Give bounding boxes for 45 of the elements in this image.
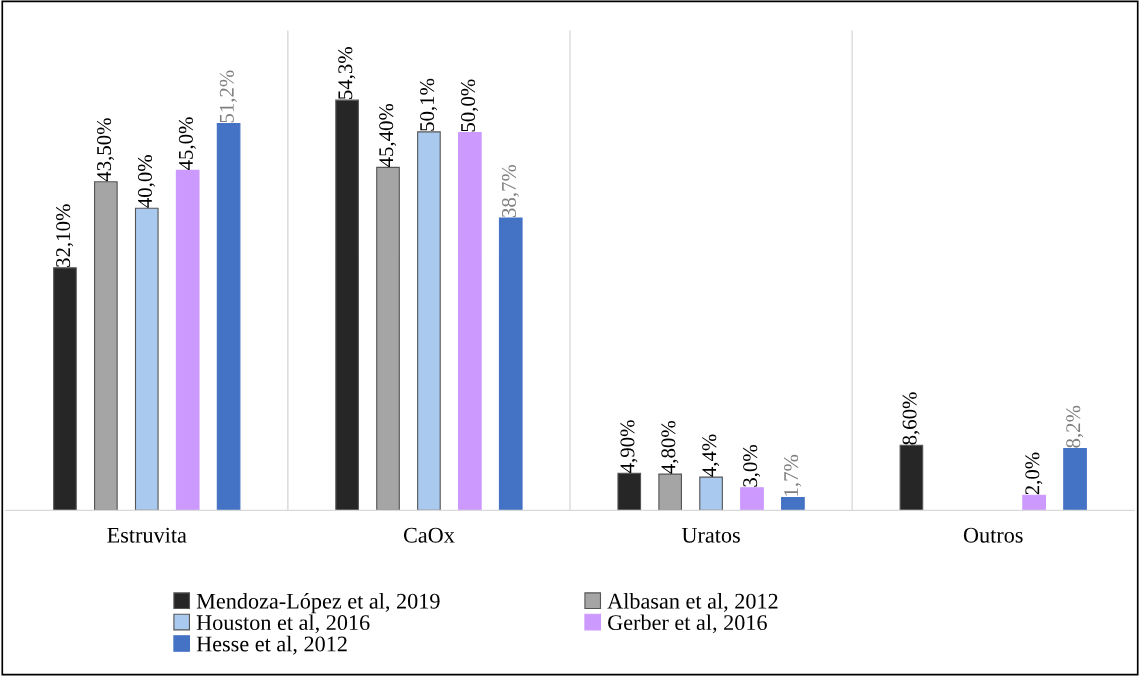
data-label: 1,7% [784, 454, 802, 496]
data-label: 4,90% [620, 420, 638, 473]
bar [335, 99, 359, 511]
legend-label: Gerber et al, 2016 [608, 614, 767, 634]
bar [781, 496, 805, 511]
bar [1022, 494, 1046, 511]
legend-label: Mendoza-López et al, 2019 [196, 593, 440, 614]
x-tick-label: Estruvita [107, 527, 187, 543]
data-label: 8,60% [902, 392, 920, 445]
legend-label: Hesse et al, 2012 [196, 635, 347, 655]
data-label: 45,40% [379, 103, 397, 167]
legend-label: Houston et al, 2016 [196, 614, 370, 634]
bar [899, 444, 924, 511]
data-label: 8,2% [1066, 405, 1084, 448]
bar [658, 473, 683, 511]
data-label: 2,0% [1025, 452, 1043, 495]
data-label: 4,4% [702, 434, 720, 477]
bar [1063, 447, 1087, 511]
data-label: 54,3% [338, 47, 356, 99]
bar [740, 487, 764, 511]
data-label: 50,1% [420, 78, 438, 131]
x-tick-label: Uratos [681, 527, 740, 543]
data-label: 40,0% [137, 155, 155, 208]
x-tick-label: Outros [963, 527, 1023, 543]
data-label: 38,7% [501, 164, 519, 218]
x-tick-label: CaOx [403, 527, 455, 543]
bar [417, 131, 441, 511]
data-label: 45,0% [178, 117, 196, 171]
bar [617, 472, 642, 511]
bar [699, 476, 723, 511]
data-label: 43,50% [97, 118, 115, 182]
bar [457, 132, 482, 511]
legend-label: Albasan et al, 2012 [607, 593, 778, 612]
data-label: 3,0% [743, 445, 761, 487]
bar [94, 181, 118, 511]
bar [134, 207, 159, 511]
data-label: 51,2% [219, 70, 237, 123]
data-label: 50,0% [460, 79, 479, 132]
bar [175, 169, 200, 511]
bar [376, 166, 400, 511]
bar [53, 267, 77, 511]
bar [498, 217, 523, 511]
data-label: 32,10% [56, 204, 74, 267]
data-label: 4,80% [661, 421, 679, 474]
bar [216, 123, 241, 511]
